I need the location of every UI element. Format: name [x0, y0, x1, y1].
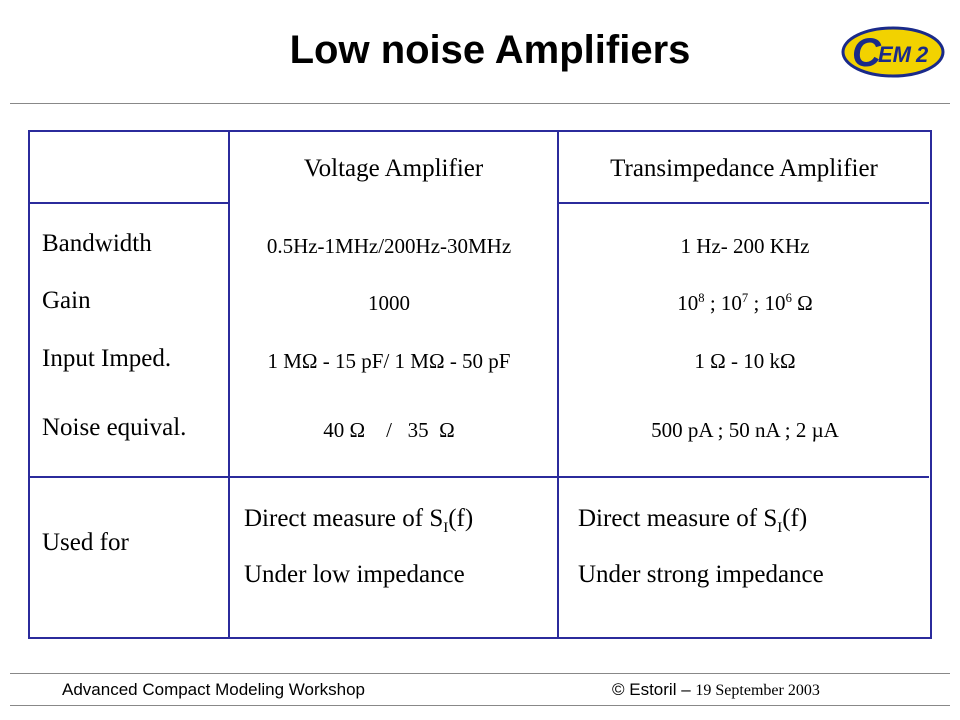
- cell: 108 ; 107 ; 106 Ω: [560, 291, 930, 316]
- cell: 1000: [229, 291, 549, 316]
- cell: 40 Ω / 35 Ω: [229, 418, 549, 443]
- footer-line: [10, 673, 950, 674]
- text-run: 10: [677, 291, 699, 315]
- text-run: 6: [785, 291, 792, 305]
- footer-line: [10, 705, 950, 706]
- cell: 500 pA ; 50 nA ; 2 µA: [560, 418, 930, 443]
- divider: [10, 103, 950, 104]
- column-header: Transimpedance Amplifier: [610, 155, 878, 182]
- cell-line: Direct measure of SI(f): [244, 505, 473, 537]
- row-divider: [559, 202, 929, 204]
- text-run: ; 10: [704, 291, 742, 315]
- title: Low noise Amplifiers: [289, 28, 691, 72]
- cell-line: Direct measure of SI(f): [578, 505, 807, 537]
- table-border: [28, 130, 932, 639]
- row-label: Noise equival.: [42, 414, 187, 441]
- text-run: 0.5Hz-1MHz/200Hz-30MHz: [266, 234, 512, 258]
- text-run: (f): [448, 505, 474, 532]
- text-run: Direct measure of S: [244, 505, 444, 532]
- row-divider: [29, 202, 228, 204]
- text-run: 1 Ω - 10 kΩ: [694, 349, 796, 373]
- text-run: Ω: [791, 291, 813, 315]
- cell-line: Under strong impedance: [578, 561, 824, 589]
- logo: C EM 2: [841, 26, 945, 78]
- row-label: Bandwidth: [42, 230, 152, 257]
- text-run: I: [443, 520, 449, 536]
- logo-text: EM: [878, 42, 912, 67]
- column-divider: [228, 131, 230, 637]
- row-divider: [29, 476, 929, 478]
- cell: 1 Hz- 200 KHz: [560, 234, 930, 259]
- cell: 1 Ω - 10 kΩ: [560, 349, 930, 374]
- text-run: 1 MΩ - 15 pF/ 1 MΩ - 50 pF: [267, 349, 511, 373]
- logo-subscript: 2: [915, 42, 929, 67]
- footer-left: Advanced Compact Modeling Workshop: [62, 680, 366, 699]
- text-run: ; 10: [748, 291, 786, 315]
- row-label: Used for: [42, 529, 129, 556]
- column-header: Voltage Amplifier: [303, 155, 484, 182]
- footer-right: © Estoril – 19 September 2003: [612, 680, 820, 700]
- text-run: I: [777, 520, 783, 536]
- cell: 0.5Hz-1MHz/200Hz-30MHz: [229, 234, 549, 259]
- footer-prefix: © Estoril –: [612, 680, 696, 699]
- footer-date: 19 September 2003: [695, 682, 820, 699]
- cell: 1 MΩ - 15 pF/ 1 MΩ - 50 pF: [229, 349, 549, 374]
- cell-line: Under low impedance: [244, 561, 465, 589]
- text-run: 40 Ω / 35 Ω: [323, 418, 455, 442]
- row-label: Input Imped.: [42, 345, 172, 372]
- text-run: 1000: [368, 291, 410, 315]
- row-label: Gain: [42, 287, 91, 314]
- column-divider: [557, 131, 559, 637]
- text-run: 500 pA ; 50 nA ; 2 µA: [651, 418, 839, 442]
- text-run: 1 Hz- 200 KHz: [680, 234, 810, 258]
- text-run: 8: [698, 291, 705, 305]
- text-run: Under strong impedance: [578, 561, 824, 588]
- text-run: Under low impedance: [244, 561, 465, 588]
- text-run: (f): [782, 505, 808, 532]
- logo-letter: C: [852, 31, 882, 75]
- text-run: Direct measure of S: [578, 505, 778, 532]
- text-run: 7: [741, 291, 749, 305]
